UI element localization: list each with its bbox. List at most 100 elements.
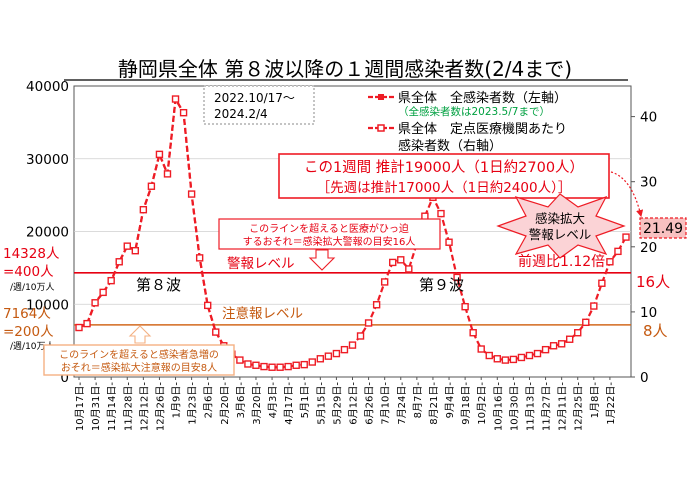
warning-note-line2: するおそれ＝感染拡大警報の目安16人: [243, 235, 416, 248]
x-tick-label: 3月20日-: [251, 382, 263, 425]
period-label-end: 2024.2/4: [214, 107, 268, 121]
x-tick-label: 1月23日-: [187, 382, 199, 425]
series-sentinel-point: [356, 332, 365, 340]
series-sentinel-point: [517, 353, 526, 362]
caution-left-value: 7164人: [3, 306, 51, 322]
period-box: [203, 85, 315, 125]
wave8-label: 第８波: [136, 276, 181, 294]
warning-left-eq: =400人: [3, 264, 54, 280]
x-tick-label: 4月3日-: [267, 382, 279, 419]
series-sentinel-point: [549, 342, 558, 350]
x-tick-label: 10月31日-: [90, 382, 102, 431]
legend: 県全体 全感染者数（左軸） （全感染者数は2023.5/7まで） 県全体 定点医…: [368, 90, 567, 154]
series-sentinel-point: [533, 349, 542, 358]
right-axis-ticks: 0 10 20 30 40: [631, 110, 657, 386]
series-sentinel-point: [99, 288, 107, 297]
series-sentinel-point: [171, 95, 180, 103]
series-sentinel-point: [324, 352, 333, 360]
latest-value-text: 21.49: [643, 221, 683, 237]
series-sentinel-point: [590, 302, 598, 310]
x-tick-label: 5月29日-: [331, 382, 343, 425]
series-sentinel-point: [525, 351, 534, 360]
series-sentinel-point: [364, 319, 373, 327]
caution-note-arrow: [128, 325, 152, 344]
caution-note-line2: おそれ＝感染拡大注意報の目安8人: [61, 361, 217, 374]
series-sentinel-point: [332, 349, 341, 358]
series-sentinel-point: [244, 360, 252, 368]
series-sentinel-point: [622, 233, 630, 241]
x-tick-label: 6月26日-: [364, 382, 376, 425]
series-sentinel-point: [348, 341, 357, 349]
x-tick-label: 3月6日-: [235, 382, 247, 419]
right-tick-label: 10: [640, 305, 657, 321]
x-tick-label: 7月24日-: [396, 382, 408, 425]
series-sentinel-point: [541, 345, 550, 354]
series-sentinel-point: [565, 335, 574, 343]
warning-note-line1: このラインを超えると医療がひっ迫: [249, 222, 409, 235]
series-sentinel-point: [509, 355, 518, 364]
warning-note-box: [218, 218, 441, 250]
caution-line-label: 注意報レベル: [222, 305, 303, 322]
x-tick-label: 10月17日-: [74, 382, 86, 431]
series-sentinel-point: [469, 329, 477, 337]
series-sentinel-point: [380, 278, 389, 286]
x-tick-label: 2月20日-: [219, 382, 231, 425]
right-tick-label: 0: [640, 370, 649, 386]
series-sentinel-points: [75, 95, 630, 371]
x-tick-label: 5月1日-: [299, 382, 311, 419]
alert-badge-line1: 感染拡大: [535, 211, 585, 226]
x-tick-label: 10月16日-: [492, 382, 504, 431]
series-sentinel-point: [155, 150, 164, 159]
period-label-start: 2022.10/17～: [214, 91, 295, 105]
series-sentinel-point: [284, 362, 292, 371]
left-tick-label: 10000: [26, 297, 69, 313]
x-tick-label: 11月27日-: [541, 382, 553, 431]
x-tick-label: 6月12日-: [348, 382, 360, 425]
caution-left-eq: =200人: [3, 324, 54, 340]
legend-series2-label-line2: 感染者数（右軸）: [398, 138, 502, 154]
series-sentinel-point: [372, 301, 381, 309]
left-axis-ticks: 0 10000 20000 30000 40000: [26, 79, 69, 386]
left-tick-label: 20000: [26, 225, 69, 241]
x-tick-label: 8月21日-: [428, 382, 440, 425]
legend-series1-label: 県全体 全感染者数（左軸）: [398, 90, 567, 106]
x-tick-label: 12月26日-: [154, 382, 166, 431]
series-sentinel-point: [316, 355, 325, 363]
right-tick-label: 40: [640, 110, 657, 126]
caution-left-unit: /週/10万人: [10, 341, 55, 352]
x-tick-label: 12月12日-: [138, 382, 150, 431]
x-tick-label: 9月4日-: [444, 382, 456, 419]
warning-left-value: 14328人: [3, 246, 60, 262]
caution-right-value: 8人: [643, 322, 668, 340]
x-tick-label: 5月15日-: [315, 382, 327, 425]
x-tick-label: 12月25日-: [573, 382, 585, 431]
series-sentinel-point: [614, 247, 622, 256]
caution-note-box: [43, 344, 235, 376]
series-sentinel-point: [557, 340, 566, 348]
chart-title: 静岡県全体 第８波以降の１週間感染者数(2/4まで): [118, 57, 572, 81]
x-tick-label: 11月13日-: [524, 382, 536, 431]
series-sentinel-point: [212, 328, 220, 336]
series-sentinel-point: [598, 279, 606, 287]
x-axis-ticks: 10月17日- 10月31日- 11月14日- 11月28日- 12月12日- 12月26…: [74, 377, 617, 431]
series-sentinel-point: [91, 299, 99, 307]
series-sentinel-point: [461, 302, 469, 311]
series-sentinel-point: [300, 360, 308, 369]
series-sentinel-point: [477, 345, 485, 353]
series-sentinel-point: [147, 182, 156, 190]
series-total-cases-line: [78, 95, 233, 356]
series-sentinel-point: [485, 351, 493, 360]
right-tick-label: 30: [640, 175, 657, 191]
series-sentinel-point: [574, 329, 582, 337]
x-tick-label: 2月6日-: [203, 382, 215, 419]
warning-note-arrow: [308, 249, 336, 271]
warning-left-unit: /週/10万人: [10, 282, 55, 293]
warning-line-label: 警報レベル: [227, 256, 295, 272]
series-sentinel-point: [606, 258, 614, 266]
series-sentinel-point: [501, 356, 510, 364]
x-tick-label: 10月30日-: [508, 382, 520, 431]
x-tick-label: 12月11日-: [557, 382, 569, 431]
series-sentinel-point: [236, 356, 244, 364]
